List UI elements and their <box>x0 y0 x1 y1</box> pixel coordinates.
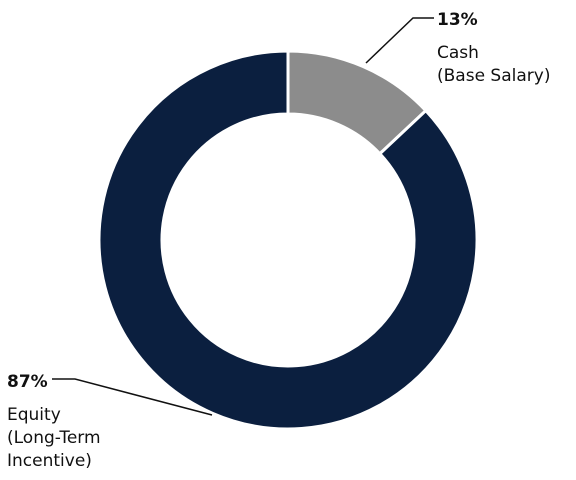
cash-label-line-2: (Base Salary) <box>437 66 550 86</box>
equity-percent-label: 87% <box>7 372 48 392</box>
equity-label-line-3: Incentive) <box>7 451 92 471</box>
cash-leader-line <box>365 17 434 64</box>
cash-percent-label: 13% <box>437 10 478 30</box>
cash-label-line-1: Cash <box>437 43 479 63</box>
slices-group <box>97 49 479 431</box>
slice-equity <box>97 49 479 431</box>
equity-leader-line <box>52 378 213 416</box>
equity-label-line-1: Equity <box>7 405 61 425</box>
equity-label-line-2: (Long-Term <box>7 428 101 448</box>
